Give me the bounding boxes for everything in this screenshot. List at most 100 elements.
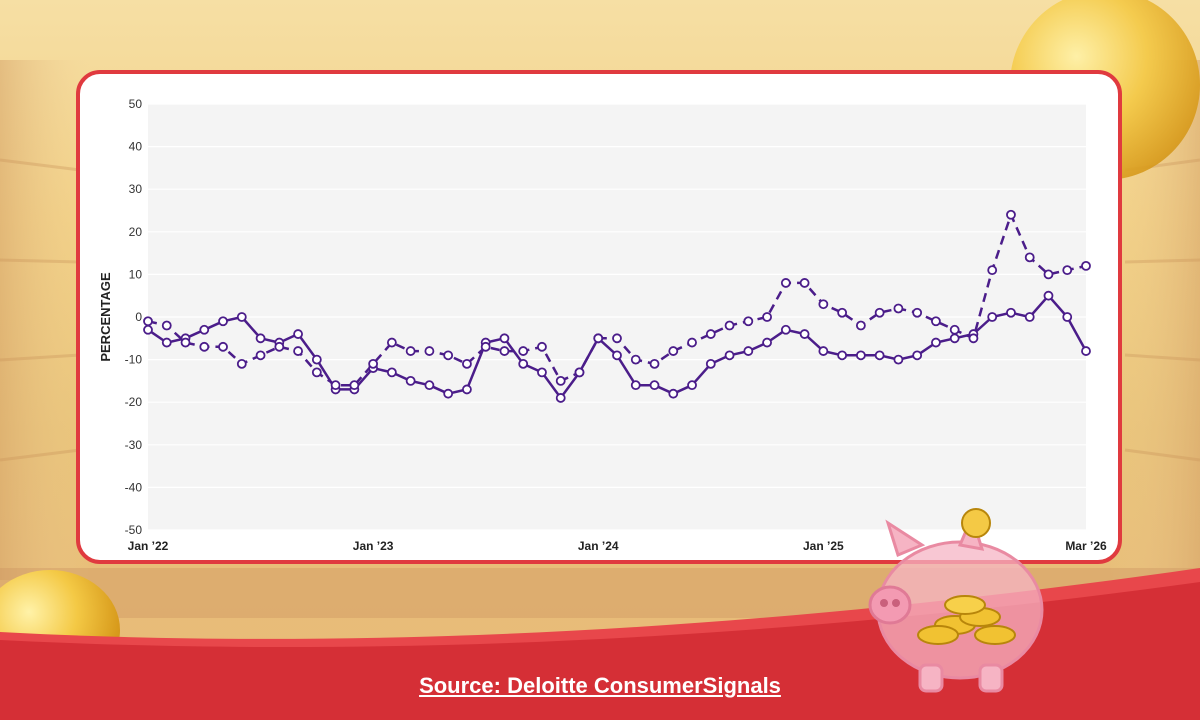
data-point	[874, 350, 885, 361]
data-point	[1024, 252, 1035, 263]
data-point	[293, 329, 303, 339]
data-point	[443, 350, 454, 361]
data-point	[311, 354, 322, 365]
source-link[interactable]: Source: Deloitte ConsumerSignals	[419, 673, 781, 698]
data-point	[349, 380, 360, 391]
y-tick-label: 40	[129, 140, 143, 154]
x-tick-label: Mar ’26	[1065, 539, 1107, 553]
data-point	[537, 341, 547, 352]
data-point	[518, 358, 529, 369]
data-point	[874, 307, 885, 318]
data-point	[199, 324, 210, 335]
piggy-bank-icon	[868, 508, 1044, 693]
data-point	[893, 354, 904, 365]
y-tick-labels: 50 40 30 20 10 0 -10 -20 -30 -40 -50	[125, 97, 143, 537]
data-point	[612, 350, 622, 361]
data-point	[386, 337, 397, 348]
y-tick-label: -20	[125, 395, 143, 409]
data-point	[555, 375, 566, 386]
data-point	[274, 341, 285, 352]
data-point	[893, 303, 904, 314]
x-tick-label: Jan ’25	[803, 539, 844, 553]
data-point	[143, 324, 153, 335]
data-point	[537, 367, 547, 378]
data-point	[1081, 260, 1091, 271]
data-point	[649, 358, 660, 369]
data-point	[593, 333, 604, 344]
data-point	[1081, 346, 1091, 356]
data-point	[255, 350, 266, 361]
y-tick-label: -40	[125, 480, 143, 494]
data-point	[649, 380, 660, 391]
data-point	[912, 350, 923, 361]
data-point	[424, 346, 435, 356]
data-point	[1062, 265, 1073, 276]
data-point	[855, 350, 866, 361]
data-point	[199, 341, 210, 352]
data-point	[236, 312, 247, 322]
data-point	[668, 388, 679, 399]
data-point	[630, 380, 641, 391]
data-point	[724, 350, 735, 361]
data-point	[218, 316, 228, 327]
data-point	[687, 337, 697, 348]
data-point	[462, 384, 472, 395]
data-point	[1006, 307, 1016, 318]
data-point	[499, 346, 510, 356]
y-tick-label: -10	[125, 353, 143, 367]
data-point	[987, 312, 998, 322]
y-tick-label: -30	[125, 438, 143, 452]
y-tick-label: 0	[135, 310, 142, 324]
data-point	[1006, 209, 1016, 220]
data-point	[518, 346, 529, 356]
data-point	[705, 329, 716, 339]
data-point	[743, 316, 754, 327]
data-point	[161, 337, 172, 348]
y-tick-label: 20	[129, 225, 143, 239]
y-tick-label: -50	[125, 523, 143, 537]
x-tick-labels: Jan ’22 Jan ’23 Jan ’24 Jan ’25 Mar ’26	[128, 539, 1107, 553]
data-point	[293, 346, 303, 356]
data-point	[1043, 269, 1054, 280]
data-point	[743, 346, 754, 356]
data-point	[687, 380, 697, 391]
x-tick-label: Jan ’24	[578, 539, 619, 553]
data-point	[931, 337, 941, 348]
y-tick-label: 50	[129, 97, 143, 111]
data-point	[612, 333, 622, 344]
data-point	[931, 316, 941, 327]
x-tick-label: Jan ’23	[353, 539, 394, 553]
data-point	[818, 299, 829, 310]
data-point	[799, 278, 810, 288]
data-point	[236, 358, 247, 369]
data-point	[386, 367, 397, 378]
data-point	[499, 333, 510, 344]
data-point	[574, 367, 585, 378]
data-point	[799, 329, 810, 339]
data-point	[818, 346, 829, 356]
data-point	[424, 380, 435, 391]
data-point	[143, 316, 153, 327]
data-point	[837, 307, 848, 318]
data-point	[855, 320, 866, 331]
data-point	[368, 358, 379, 369]
data-point	[405, 375, 416, 386]
y-tick-label: 30	[129, 182, 143, 196]
x-tick-label: Jan ’22	[128, 539, 169, 553]
data-point	[480, 341, 491, 352]
data-point	[630, 354, 641, 365]
data-point	[668, 346, 679, 356]
y-tick-label: 10	[129, 267, 143, 281]
data-point	[1062, 312, 1073, 322]
data-points	[143, 209, 1091, 403]
data-point	[255, 333, 266, 344]
data-point	[180, 337, 191, 348]
data-point	[1043, 290, 1054, 301]
data-point	[987, 265, 998, 276]
data-point	[555, 393, 566, 403]
data-point	[405, 346, 416, 356]
data-point	[462, 358, 472, 369]
data-point	[218, 341, 228, 352]
data-point	[443, 388, 454, 399]
